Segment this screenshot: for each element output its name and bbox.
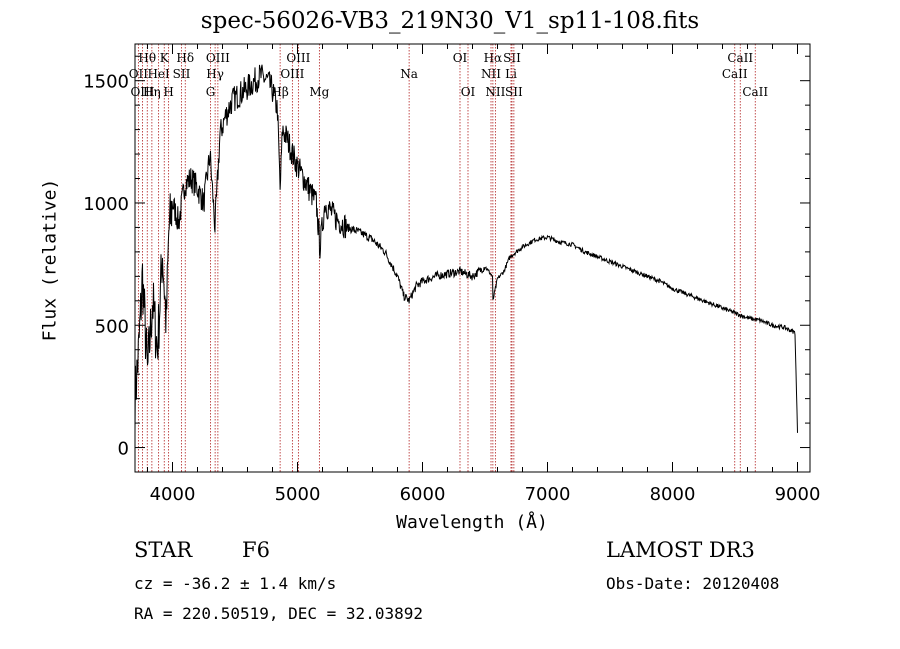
spectral-line-label: SII [503, 51, 521, 65]
spectral-line-label: OII [129, 67, 149, 81]
spectral-line-label: Hθ [138, 51, 156, 65]
coordinates: RA = 220.50519, DEC = 32.03892 [134, 604, 423, 623]
spectral-line-label: Hδ [176, 51, 194, 65]
spectral-line-label: G [206, 85, 216, 99]
y-tick-label: 500 [95, 316, 129, 337]
spectral-line-label: CaII [727, 51, 753, 65]
observation-date: Obs-Date: 20120408 [606, 574, 780, 593]
spectral-line-label: NII [481, 67, 501, 81]
survey-name: LAMOST DR3 [606, 538, 755, 562]
spectral-line-label: Hη [143, 85, 161, 99]
spectral-line-label: OIII [130, 85, 154, 99]
spectral-line-label: Mg [309, 85, 329, 99]
spectral-line-label: OIII [206, 51, 230, 65]
y-tick-label: 1500 [83, 72, 129, 93]
spectral-line-label: K [160, 51, 170, 65]
spectral-line-label: CaII [722, 67, 748, 81]
spectrum-series [134, 64, 798, 433]
x-tick-label: 8000 [650, 484, 696, 505]
spectral-line-label: SII [505, 85, 523, 99]
x-axis-label: Wavelength (Å) [396, 512, 548, 533]
y-tick-label: 0 [118, 439, 129, 460]
spectral-line-label: HeI [147, 67, 170, 81]
spectral-line-label: Li [505, 67, 517, 81]
redshift-value: cz = -36.2 ± 1.4 km/s [134, 574, 337, 593]
y-tick-label: 1000 [83, 194, 129, 215]
spectral-line-label: CaII [742, 85, 768, 99]
x-tick-label: 6000 [400, 484, 446, 505]
y-axis-label: Flux (relative) [39, 178, 61, 342]
plot-axes: 4000 5000 6000 7000 8000 9000 0 500 1000 1500 [83, 43, 821, 505]
spectral-line-label: NII [485, 85, 505, 99]
object-class: STAR [134, 538, 193, 562]
x-tick-label: 7000 [525, 484, 571, 505]
object-subclass: F6 [242, 538, 270, 562]
spectral-line-label: OI [453, 51, 468, 65]
x-tick-label: 4000 [150, 484, 196, 505]
spectrum-line [134, 64, 798, 433]
chart-title: spec-56026-VB3_219N30_V1_sp11-108.fits [200, 8, 700, 34]
x-tick-label: 5000 [275, 484, 321, 505]
spectral-line-label: OIII [286, 51, 310, 65]
spectral-line-label: Hγ [206, 67, 224, 81]
plot-frame [134, 43, 811, 473]
spectral-line-label: Na [400, 67, 418, 81]
spectral-line-label: Hα [484, 51, 503, 65]
spectral-line-label: OIII [280, 67, 304, 81]
x-tick-label: 9000 [775, 484, 821, 505]
spectral-line-label: SII [173, 67, 191, 81]
spectral-line-label: OI [461, 85, 476, 99]
spectral-line-label: H [163, 85, 173, 99]
